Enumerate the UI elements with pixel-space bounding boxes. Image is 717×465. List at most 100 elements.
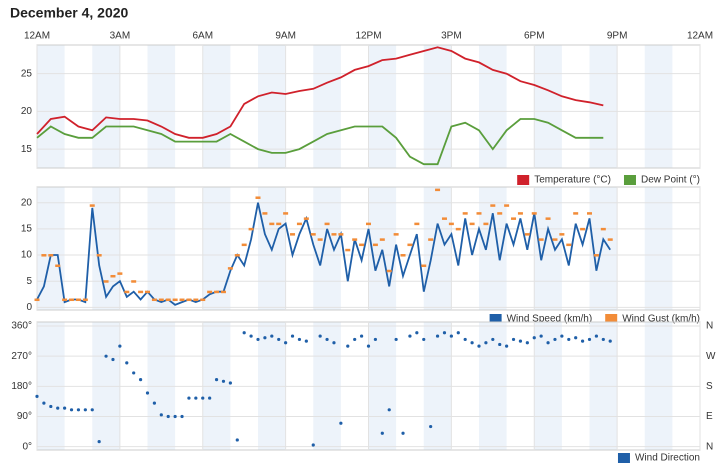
marker bbox=[524, 233, 530, 236]
point bbox=[194, 396, 198, 400]
marker bbox=[552, 238, 558, 241]
marker bbox=[103, 280, 109, 283]
y-tick-label: 15 bbox=[21, 144, 33, 155]
marker bbox=[62, 298, 68, 302]
point bbox=[187, 396, 191, 400]
marker bbox=[145, 290, 150, 294]
marker bbox=[531, 212, 537, 215]
marker bbox=[580, 227, 586, 231]
point bbox=[608, 339, 612, 343]
point bbox=[546, 341, 550, 345]
x-tick-label: 12AM bbox=[687, 31, 713, 42]
point bbox=[297, 337, 302, 342]
point bbox=[290, 334, 295, 338]
legend-swatch bbox=[623, 175, 636, 185]
marker bbox=[476, 212, 482, 215]
y2-tick-label: N bbox=[706, 441, 713, 452]
marker bbox=[573, 212, 579, 215]
hour-stripe bbox=[644, 187, 673, 310]
point bbox=[594, 334, 599, 338]
point bbox=[318, 334, 322, 338]
point bbox=[532, 336, 536, 340]
point bbox=[111, 357, 115, 362]
marker bbox=[290, 233, 296, 236]
y-tick-label: 180° bbox=[11, 381, 32, 392]
chart-title: December 4, 2020 bbox=[10, 5, 129, 21]
x-tick-label: 3PM bbox=[441, 31, 462, 42]
y2-tick-label: E bbox=[706, 411, 713, 422]
marker bbox=[400, 254, 406, 257]
point bbox=[518, 339, 523, 343]
hour-stripe bbox=[534, 187, 562, 310]
point bbox=[90, 408, 94, 412]
point bbox=[97, 440, 101, 444]
marker bbox=[448, 222, 454, 226]
marker bbox=[283, 212, 289, 215]
marker bbox=[179, 298, 185, 302]
y-tick-label: 25 bbox=[21, 68, 33, 79]
marker bbox=[227, 267, 233, 270]
point bbox=[394, 337, 398, 342]
marker bbox=[462, 212, 468, 215]
marker bbox=[441, 217, 447, 220]
marker bbox=[303, 217, 309, 220]
hour-stripe bbox=[423, 45, 452, 168]
marker bbox=[110, 274, 116, 278]
point bbox=[69, 408, 74, 412]
x-tick-label: 6AM bbox=[192, 31, 213, 42]
point bbox=[249, 334, 253, 338]
marker bbox=[497, 212, 503, 215]
marker bbox=[75, 298, 81, 302]
marker bbox=[255, 196, 261, 199]
point bbox=[511, 337, 516, 342]
hour-stripe bbox=[644, 45, 673, 168]
point bbox=[435, 334, 440, 338]
x-tick-label: 9AM bbox=[275, 31, 296, 42]
point bbox=[553, 337, 557, 342]
marker bbox=[117, 272, 123, 275]
y2-tick-label: W bbox=[706, 351, 716, 362]
marker bbox=[34, 298, 40, 302]
point bbox=[449, 334, 453, 338]
marker bbox=[269, 222, 275, 226]
marker bbox=[151, 298, 157, 302]
point bbox=[56, 406, 60, 410]
point bbox=[401, 431, 405, 435]
y-tick-label: 90° bbox=[17, 411, 32, 422]
point bbox=[214, 378, 219, 382]
point bbox=[525, 341, 529, 345]
marker bbox=[587, 212, 592, 215]
marker bbox=[600, 227, 606, 231]
y2-tick-label: N bbox=[706, 321, 713, 332]
marker bbox=[504, 204, 510, 207]
marker bbox=[207, 290, 213, 294]
point bbox=[76, 408, 81, 412]
y-tick-label: 20 bbox=[21, 197, 33, 208]
marker bbox=[421, 264, 427, 268]
hour-stripe bbox=[92, 45, 120, 168]
marker bbox=[490, 204, 496, 207]
point bbox=[505, 344, 509, 348]
marker bbox=[48, 254, 54, 257]
y-tick-label: 10 bbox=[21, 250, 33, 261]
hour-stripe bbox=[313, 187, 341, 310]
marker bbox=[372, 243, 378, 247]
marker bbox=[407, 243, 413, 247]
hour-stripe bbox=[37, 45, 65, 168]
marker bbox=[214, 290, 220, 294]
marker bbox=[276, 222, 282, 226]
marker bbox=[69, 298, 75, 302]
point bbox=[304, 339, 308, 343]
marker bbox=[607, 238, 613, 241]
point bbox=[498, 342, 502, 347]
point bbox=[104, 354, 108, 358]
marker bbox=[262, 212, 268, 215]
point bbox=[208, 396, 212, 400]
point bbox=[83, 408, 87, 412]
point bbox=[387, 408, 391, 412]
marker bbox=[186, 298, 192, 302]
marker bbox=[200, 298, 206, 302]
y-tick-label: 20 bbox=[21, 106, 33, 117]
point bbox=[325, 337, 329, 342]
